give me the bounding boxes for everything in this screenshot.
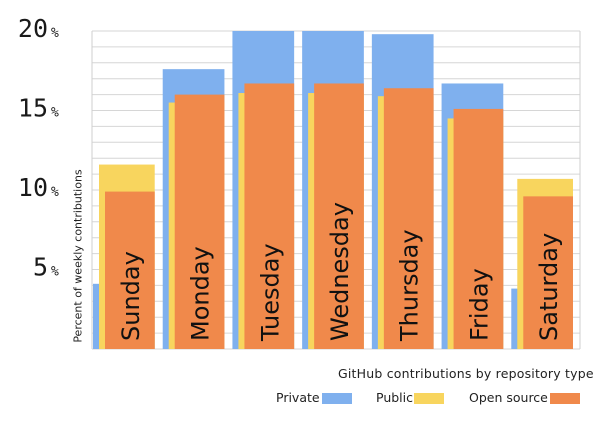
legend-label-open-source: Open source bbox=[469, 390, 548, 405]
y-axis-ticks: 5 %10 %15 %20% bbox=[18, 14, 59, 282]
y-tick-unit: % bbox=[51, 26, 59, 41]
legend-title: GitHub contributions by repository type bbox=[338, 366, 594, 381]
bar-open-source bbox=[105, 191, 155, 349]
category-label: Saturday bbox=[535, 233, 563, 341]
category-label: Thursday bbox=[396, 229, 424, 342]
legend-swatch-open-source bbox=[550, 393, 580, 404]
y-tick-unit: % bbox=[51, 106, 59, 121]
category-label: Wednesday bbox=[326, 202, 354, 341]
legend-label-private: Private bbox=[276, 390, 320, 405]
y-tick-label: 10 bbox=[18, 173, 48, 202]
category-label: Friday bbox=[465, 268, 493, 341]
bar-open-source bbox=[314, 83, 364, 349]
bar-open-source bbox=[383, 88, 434, 350]
y-tick-unit: % bbox=[51, 185, 59, 200]
bars bbox=[93, 31, 573, 350]
bar-open-source bbox=[453, 108, 504, 349]
category-labels: Sunday Monday Tuesday Wednesday Thursday Frid… bbox=[117, 202, 563, 342]
category-label: Sunday bbox=[117, 251, 145, 341]
legend-label-public: Public bbox=[376, 390, 413, 405]
category-label: Tuesday bbox=[256, 243, 284, 342]
y-tick-label: 20 bbox=[18, 14, 48, 43]
y-tick-label: 15 bbox=[18, 94, 48, 123]
category-label: Monday bbox=[187, 246, 215, 341]
y-axis-label: Percent of weekly contributions bbox=[71, 169, 85, 343]
bar-open-source bbox=[174, 94, 225, 349]
legend-swatch-private bbox=[322, 393, 352, 404]
legend-swatch-public bbox=[414, 393, 444, 404]
y-tick-label: 5 bbox=[33, 253, 48, 282]
y-tick-unit: % bbox=[51, 265, 59, 280]
bar-open-source bbox=[523, 196, 573, 349]
bar-open-source bbox=[244, 83, 295, 349]
